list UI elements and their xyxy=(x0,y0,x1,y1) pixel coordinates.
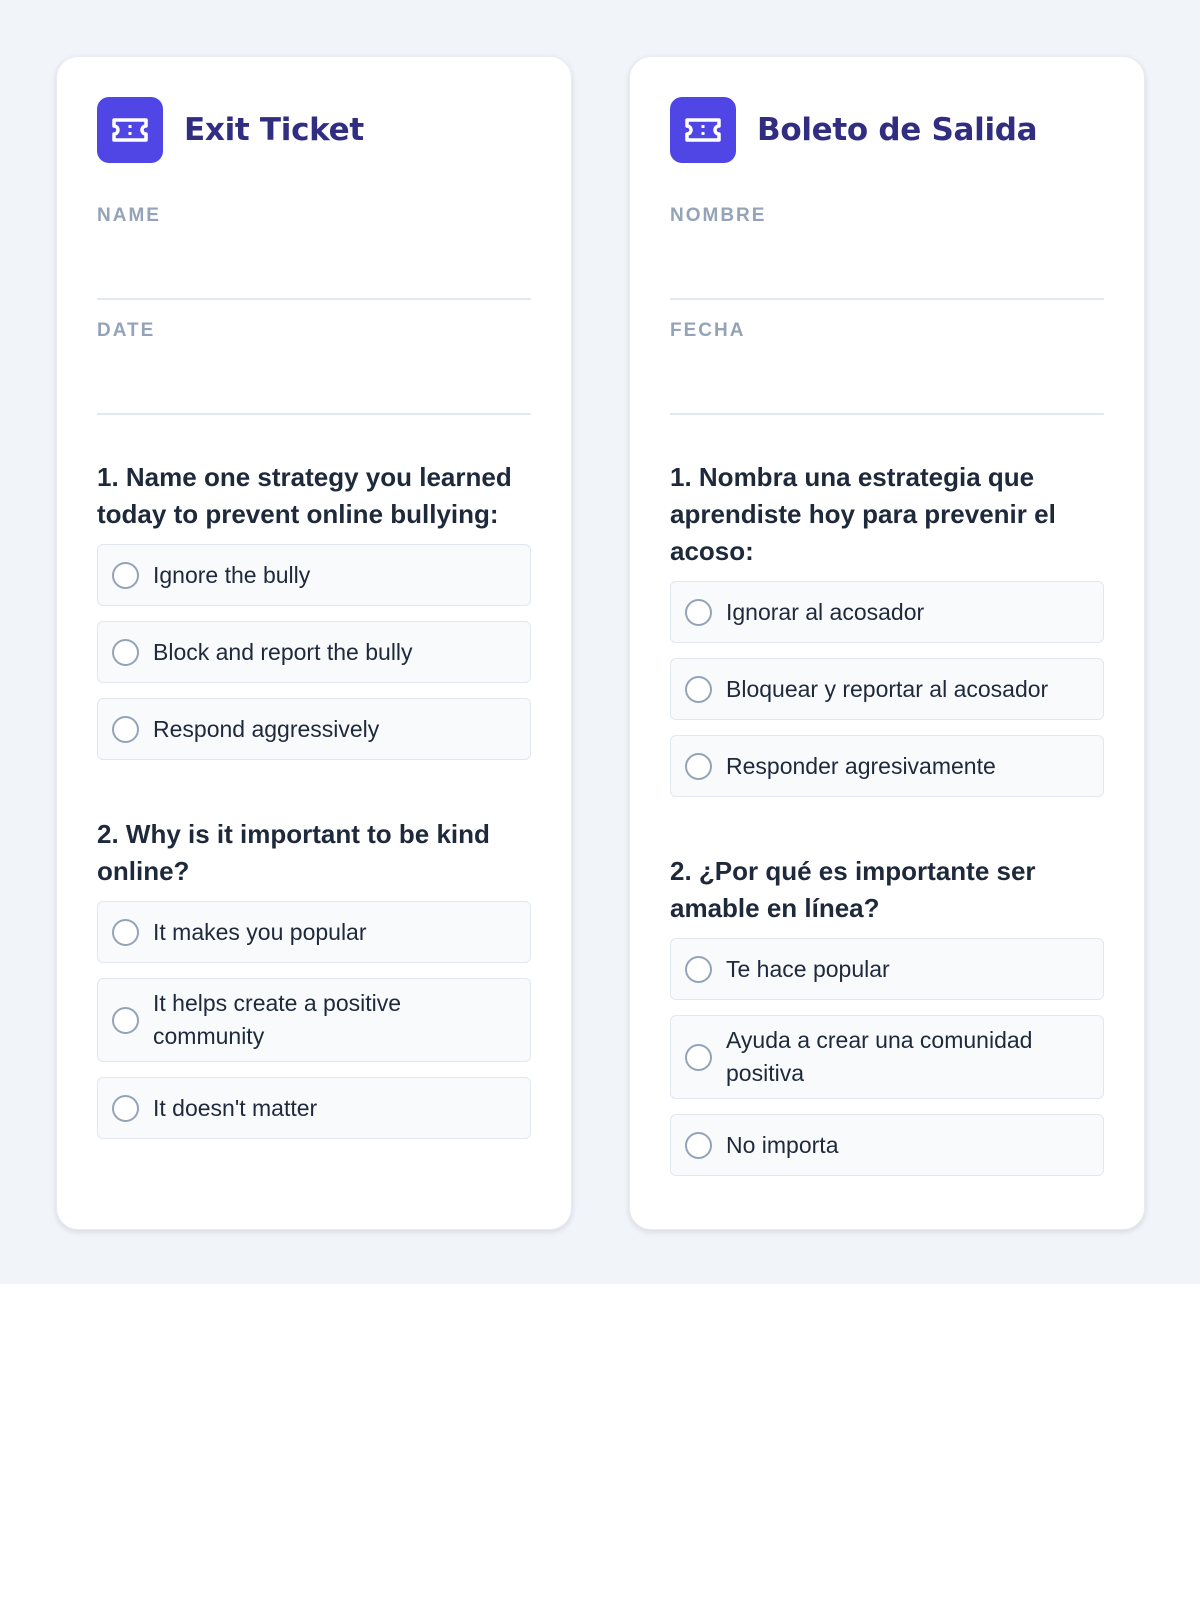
option-label: Ayuda a crear una comunidad positiva xyxy=(726,1027,1033,1086)
radio-button[interactable] xyxy=(685,675,712,703)
option-label: Block and report the bully xyxy=(153,638,413,665)
option-label: Te hace popular xyxy=(726,955,890,982)
question-text: 2. Why is it important to be kind online… xyxy=(97,819,490,886)
answer-option[interactable]: It doesn't matter xyxy=(97,1077,531,1139)
ticket-icon xyxy=(97,97,163,163)
date-label: DATE xyxy=(97,320,156,341)
answer-option[interactable]: It helps create a positive community xyxy=(97,978,531,1062)
answer-option[interactable]: Bloquear y reportar al acosador xyxy=(670,658,1104,720)
radio-button[interactable] xyxy=(112,1006,139,1034)
page-background: Exit Ticket NAME DATE 1. Name one strate… xyxy=(0,0,1200,1284)
option-label: It doesn't matter xyxy=(153,1094,318,1121)
option-label: Bloquear y reportar al acosador xyxy=(726,675,1049,702)
question-text: 2. ¿Por qué es importante ser amable en … xyxy=(670,856,1036,923)
answer-option[interactable]: Block and report the bully xyxy=(97,621,531,683)
radio-button[interactable] xyxy=(685,752,712,780)
answer-option[interactable]: No importa xyxy=(670,1114,1104,1176)
option-label: No importa xyxy=(726,1131,839,1158)
exit-ticket-card: Boleto de Salida NOMBRE FECHA 1. Nombra … xyxy=(629,56,1145,1230)
date-input-line[interactable] xyxy=(670,340,1104,415)
answer-option[interactable]: Ignorar al acosador xyxy=(670,581,1104,643)
exit-ticket-card: Exit Ticket NAME DATE 1. Name one strate… xyxy=(56,56,572,1230)
radio-button[interactable] xyxy=(112,638,139,666)
radio-button[interactable] xyxy=(685,598,712,626)
card-header: Exit Ticket xyxy=(97,97,531,163)
answer-option[interactable]: It makes you popular xyxy=(97,901,531,963)
option-label: Responder agresivamente xyxy=(726,752,996,779)
card-title: Boleto de Salida xyxy=(757,112,1038,148)
answer-option[interactable]: Te hace popular xyxy=(670,938,1104,1000)
radio-button[interactable] xyxy=(112,918,139,946)
radio-button[interactable] xyxy=(685,1131,712,1159)
card-header: Boleto de Salida xyxy=(670,97,1104,163)
answer-option[interactable]: Ignore the bully xyxy=(97,544,531,606)
card-title: Exit Ticket xyxy=(184,112,364,148)
ticket-icon xyxy=(670,97,736,163)
radio-button[interactable] xyxy=(112,715,139,743)
question-text: 1. Name one strategy you learned today t… xyxy=(97,462,512,529)
date-label: FECHA xyxy=(670,320,746,341)
option-label: It makes you popular xyxy=(153,918,367,945)
radio-button[interactable] xyxy=(112,561,139,589)
answer-option[interactable]: Responder agresivamente xyxy=(670,735,1104,797)
name-label: NAME xyxy=(97,205,161,226)
name-label: NOMBRE xyxy=(670,205,767,226)
option-label: It helps create a positive community xyxy=(153,990,402,1049)
name-input-line[interactable] xyxy=(670,225,1104,300)
answer-option[interactable]: Ayuda a crear una comunidad positiva xyxy=(670,1015,1104,1099)
question-text: 1. Nombra una estrategia que aprendiste … xyxy=(670,462,1056,566)
option-label: Ignorar al acosador xyxy=(726,598,925,625)
answer-option[interactable]: Respond aggressively xyxy=(97,698,531,760)
date-input-line[interactable] xyxy=(97,340,531,415)
name-input-line[interactable] xyxy=(97,225,531,300)
radio-button[interactable] xyxy=(685,955,712,983)
option-label: Ignore the bully xyxy=(153,561,311,588)
radio-button[interactable] xyxy=(685,1043,712,1071)
option-label: Respond aggressively xyxy=(153,715,380,742)
radio-button[interactable] xyxy=(112,1094,139,1122)
